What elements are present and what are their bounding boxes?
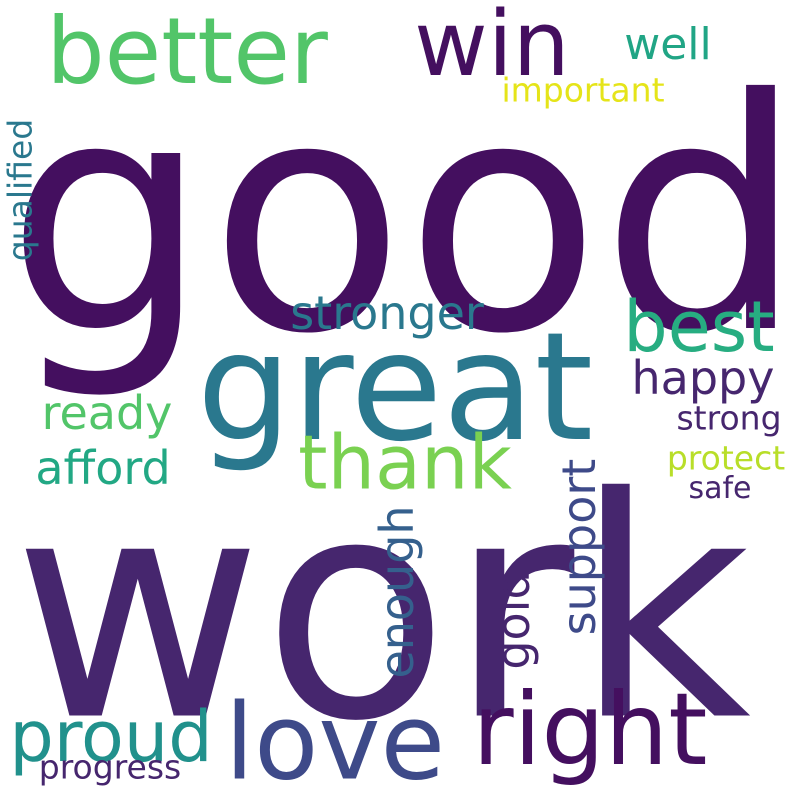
word-great: great (196, 301, 594, 475)
word-gold: gold (486, 570, 540, 670)
word-best: best (623, 286, 775, 368)
word-well: well (624, 19, 712, 70)
word-win: win (414, 0, 570, 97)
word-proud: proud (9, 696, 213, 778)
word-happy: happy (631, 351, 775, 405)
word-safe: safe (688, 471, 752, 506)
word-afford: afford (35, 441, 171, 495)
word-important: important (501, 70, 665, 110)
word-enough: enough (370, 505, 424, 679)
word-stronger: stronger (290, 286, 484, 340)
word-strong: strong (676, 398, 782, 438)
word-work: work (12, 432, 752, 788)
word-progress: progress (38, 747, 182, 787)
word-better: better (46, 0, 328, 105)
word-protect: protect (666, 438, 786, 478)
word-thank: thank (298, 418, 512, 507)
word-good: good (6, 32, 800, 404)
word-love: love (224, 681, 446, 800)
word-qualified: qualified (0, 118, 40, 262)
word-ready: ready (41, 386, 173, 440)
word-support: support (552, 458, 606, 636)
word-right: right (472, 671, 708, 788)
